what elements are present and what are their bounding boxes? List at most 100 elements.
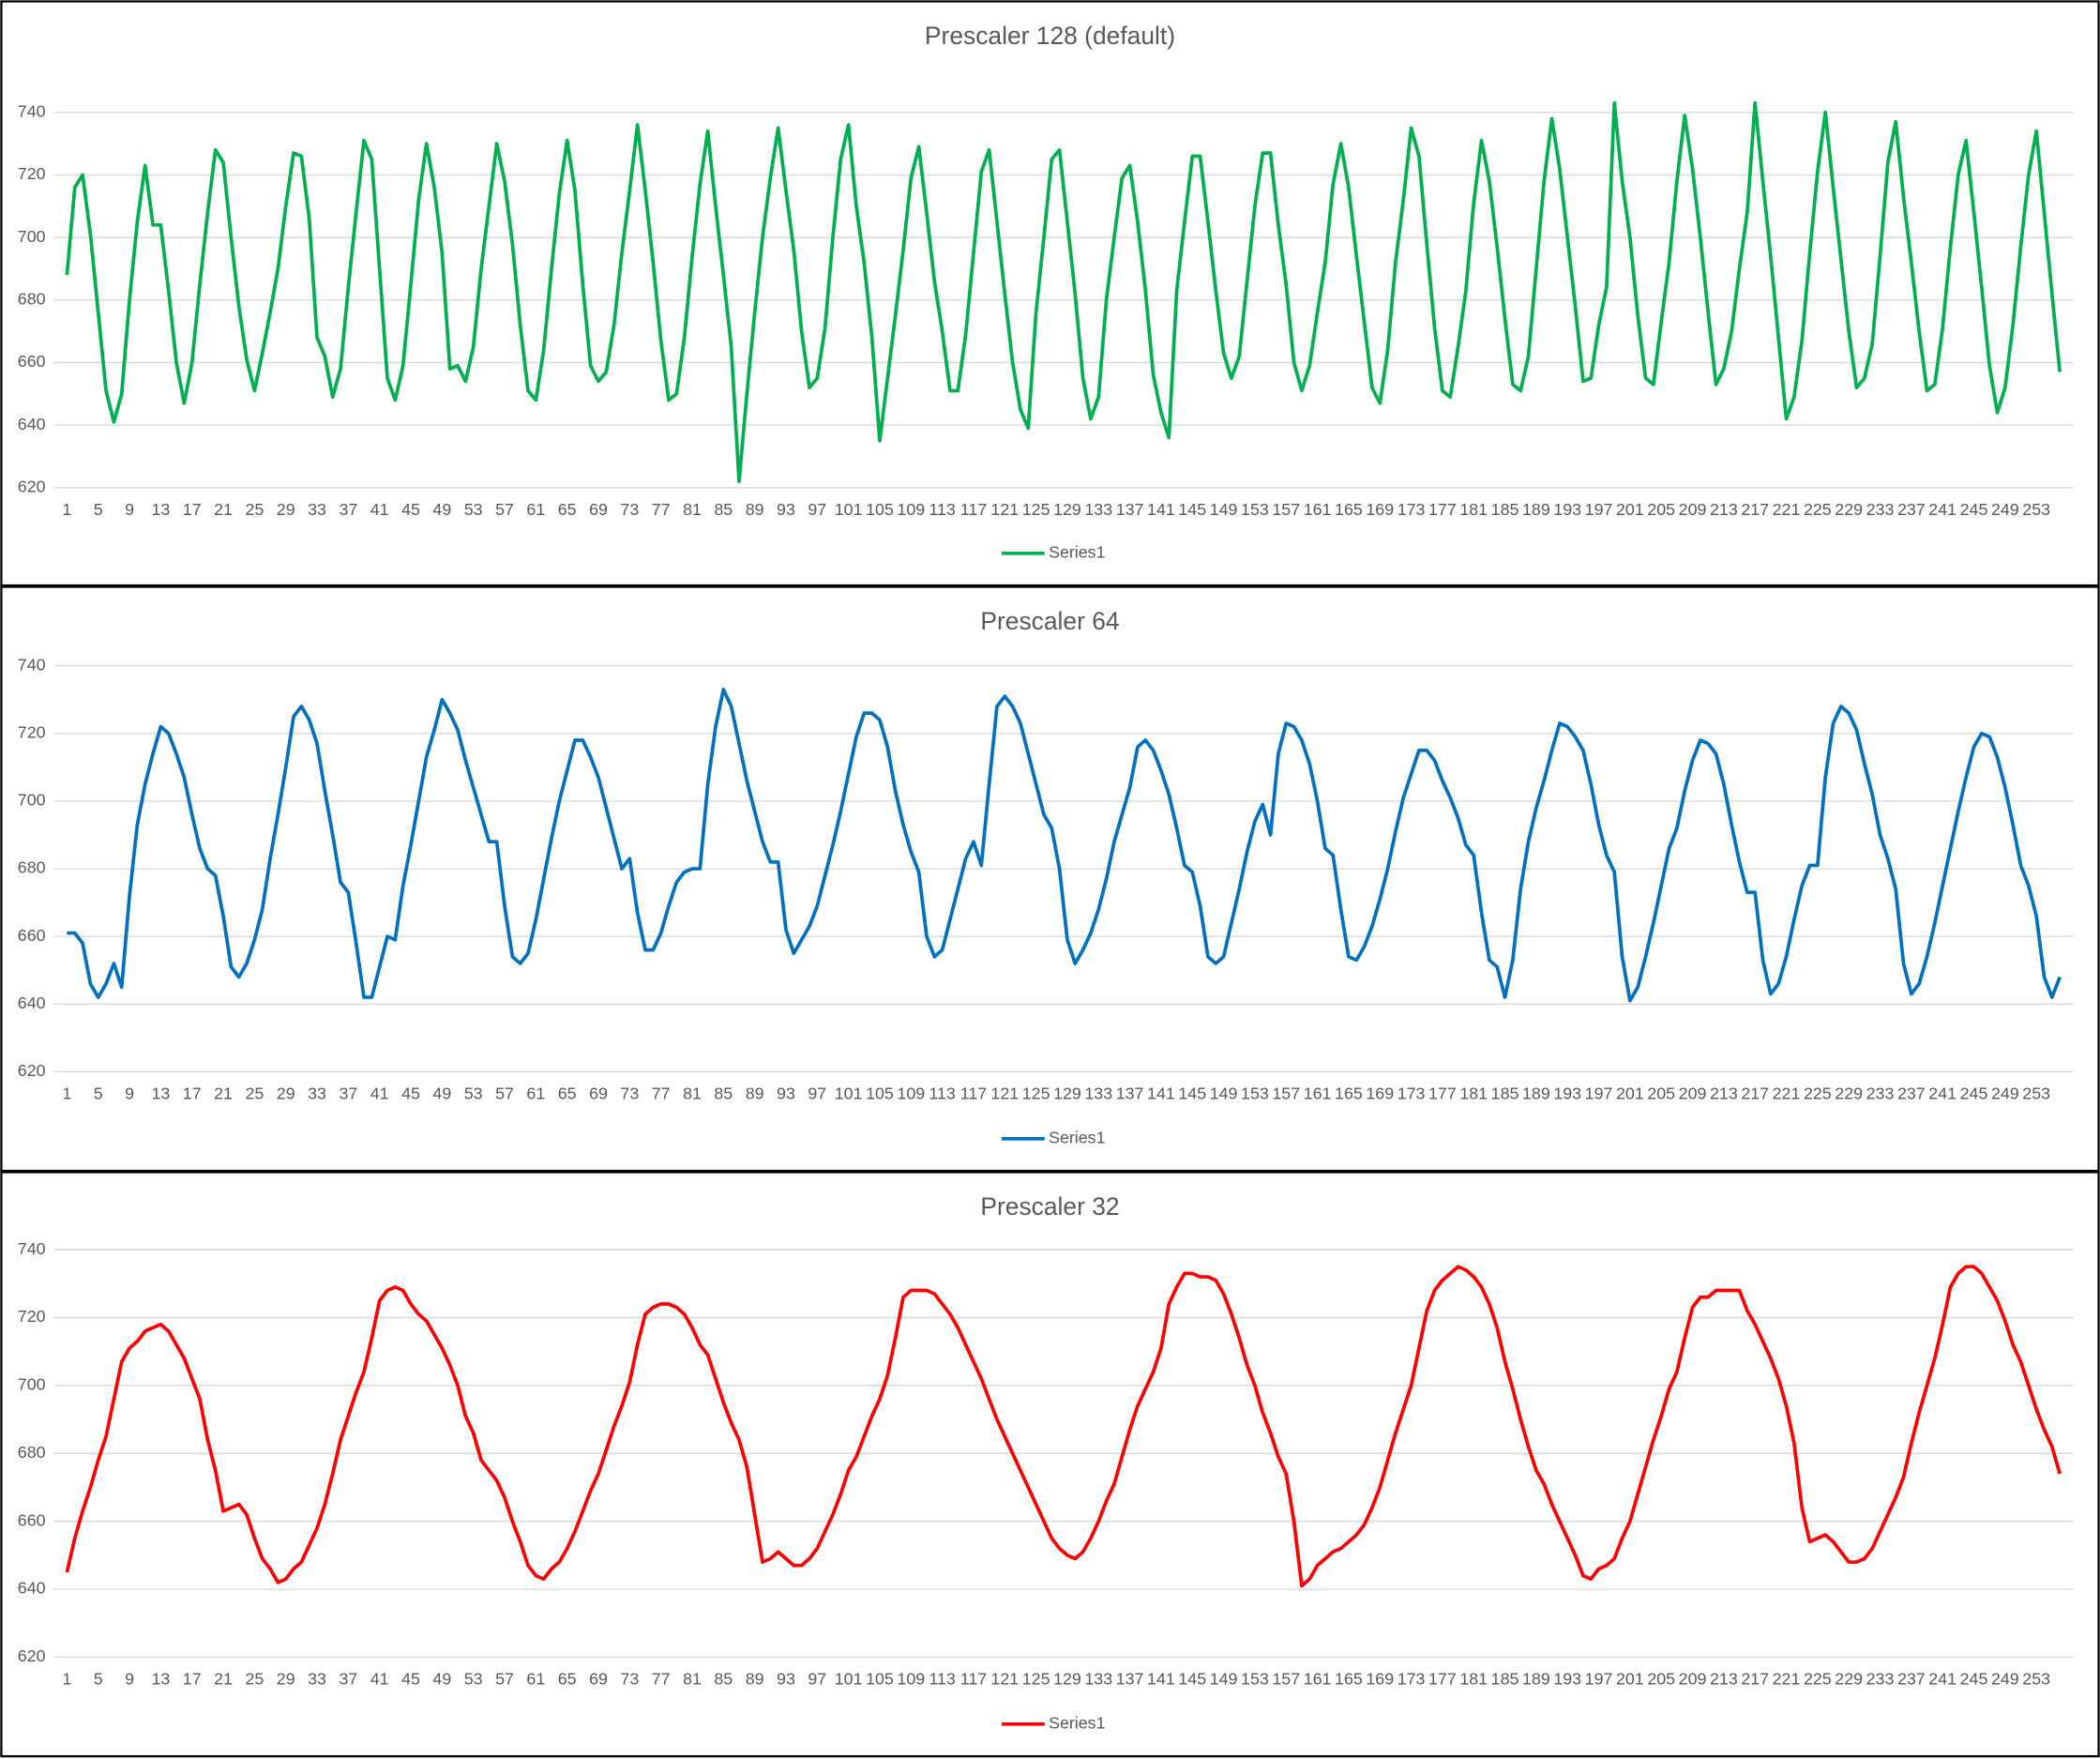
x-tick-label: 41 [370,500,389,519]
x-tick-label: 25 [245,500,264,519]
series-line [67,688,2062,1003]
x-tick-label: 241 [1928,1084,1956,1102]
y-tick-label: 700 [18,227,46,246]
x-tick-label: 229 [1835,500,1863,519]
x-tick-label: 213 [1710,1084,1738,1102]
x-tick-label: 193 [1553,500,1581,519]
x-tick-label: 77 [652,1669,671,1688]
y-tick-label: 660 [18,926,46,945]
x-tick-label: 165 [1335,1084,1363,1102]
x-tick-label: 117 [960,500,988,519]
x-tick-label: 205 [1647,1084,1675,1102]
x-tick-label: 117 [960,1669,988,1688]
x-tick-label: 73 [620,500,639,519]
x-tick-label: 105 [866,1084,894,1102]
x-tick-label: 225 [1804,1084,1832,1102]
x-tick-label: 213 [1710,1669,1738,1688]
x-tick-label: 49 [432,1669,451,1688]
x-tick-label: 149 [1210,1669,1238,1688]
y-tick-label: 620 [18,478,46,496]
y-tick-label: 620 [18,1646,46,1665]
x-tick-label: 13 [151,500,170,519]
x-tick-label: 125 [1022,1669,1050,1688]
x-tick-label: 125 [1022,1084,1050,1102]
x-tick-label: 165 [1335,500,1363,519]
y-tick-label: 700 [18,791,46,810]
x-tick-label: 21 [214,1669,233,1688]
x-tick-label: 77 [652,500,671,519]
x-tick-label: 1 [62,1084,71,1102]
panel-border [0,585,2100,1173]
x-tick-label: 245 [1960,1084,1988,1102]
x-tick-label: 161 [1304,1084,1332,1102]
x-tick-label: 53 [464,1669,483,1688]
x-tick-label: 49 [432,500,451,519]
x-tick-label: 109 [897,1084,925,1102]
x-tick-label: 181 [1459,500,1488,519]
y-tick-label: 680 [18,1443,46,1462]
x-tick-label: 101 [835,1669,863,1688]
x-tick-label: 189 [1522,500,1550,519]
x-tick-label: 49 [432,1084,451,1102]
x-tick-label: 85 [714,500,733,519]
y-tick-label: 660 [18,1510,46,1529]
x-tick-label: 137 [1116,500,1144,519]
x-tick-label: 137 [1116,1669,1144,1688]
x-tick-label: 181 [1459,1084,1488,1102]
x-tick-label: 53 [464,500,483,519]
x-tick-label: 185 [1491,1669,1519,1688]
x-tick-label: 193 [1553,1084,1581,1102]
x-tick-label: 93 [777,1084,795,1102]
x-tick-label: 25 [245,1669,264,1688]
x-tick-label: 69 [589,1669,608,1688]
x-tick-label: 213 [1710,500,1738,519]
x-tick-label: 153 [1241,1669,1269,1688]
legend-label: Series1 [1049,1129,1106,1147]
x-tick-label: 17 [183,500,202,519]
x-tick-label: 197 [1585,500,1613,519]
x-tick-label: 29 [277,500,295,519]
y-tick-label: 720 [18,1307,46,1326]
x-tick-label: 145 [1178,1669,1206,1688]
x-tick-label: 9 [125,1669,134,1688]
x-tick-label: 165 [1335,1669,1363,1688]
y-tick-label: 740 [18,102,46,121]
x-tick-label: 149 [1210,500,1238,519]
x-tick-label: 197 [1585,1669,1613,1688]
legend-label: Series1 [1049,1714,1106,1733]
x-tick-label: 5 [94,1084,103,1102]
x-tick-label: 237 [1897,1084,1926,1102]
x-tick-label: 129 [1053,1669,1081,1688]
chart-title: Prescaler 64 [980,607,1119,635]
x-tick-label: 121 [990,1669,1019,1688]
x-tick-label: 65 [558,1084,577,1102]
x-tick-label: 149 [1210,1084,1238,1102]
x-tick-label: 141 [1147,1669,1175,1688]
x-tick-label: 101 [835,500,863,519]
x-tick-label: 109 [897,500,925,519]
x-tick-label: 17 [183,1669,202,1688]
x-tick-label: 113 [929,500,956,519]
x-tick-label: 57 [495,1084,514,1102]
y-tick-label: 740 [18,655,46,674]
x-tick-label: 93 [777,500,795,519]
x-tick-label: 77 [652,1084,671,1102]
y-tick-label: 720 [18,723,46,742]
x-tick-label: 157 [1272,1669,1300,1688]
x-tick-label: 217 [1741,1084,1769,1102]
x-tick-label: 33 [308,500,326,519]
x-tick-label: 173 [1397,1084,1426,1102]
x-tick-label: 133 [1084,500,1112,519]
x-tick-label: 241 [1928,500,1956,519]
x-tick-label: 9 [125,500,134,519]
x-tick-label: 253 [2022,1669,2050,1688]
x-tick-label: 237 [1897,1669,1926,1688]
x-tick-label: 61 [526,1669,545,1688]
x-tick-label: 197 [1585,1084,1613,1102]
x-tick-label: 85 [714,1669,733,1688]
x-tick-label: 13 [151,1084,170,1102]
x-tick-label: 69 [589,500,608,519]
chart-title: Prescaler 128 (default) [925,22,1175,50]
panel-border [0,0,2100,587]
